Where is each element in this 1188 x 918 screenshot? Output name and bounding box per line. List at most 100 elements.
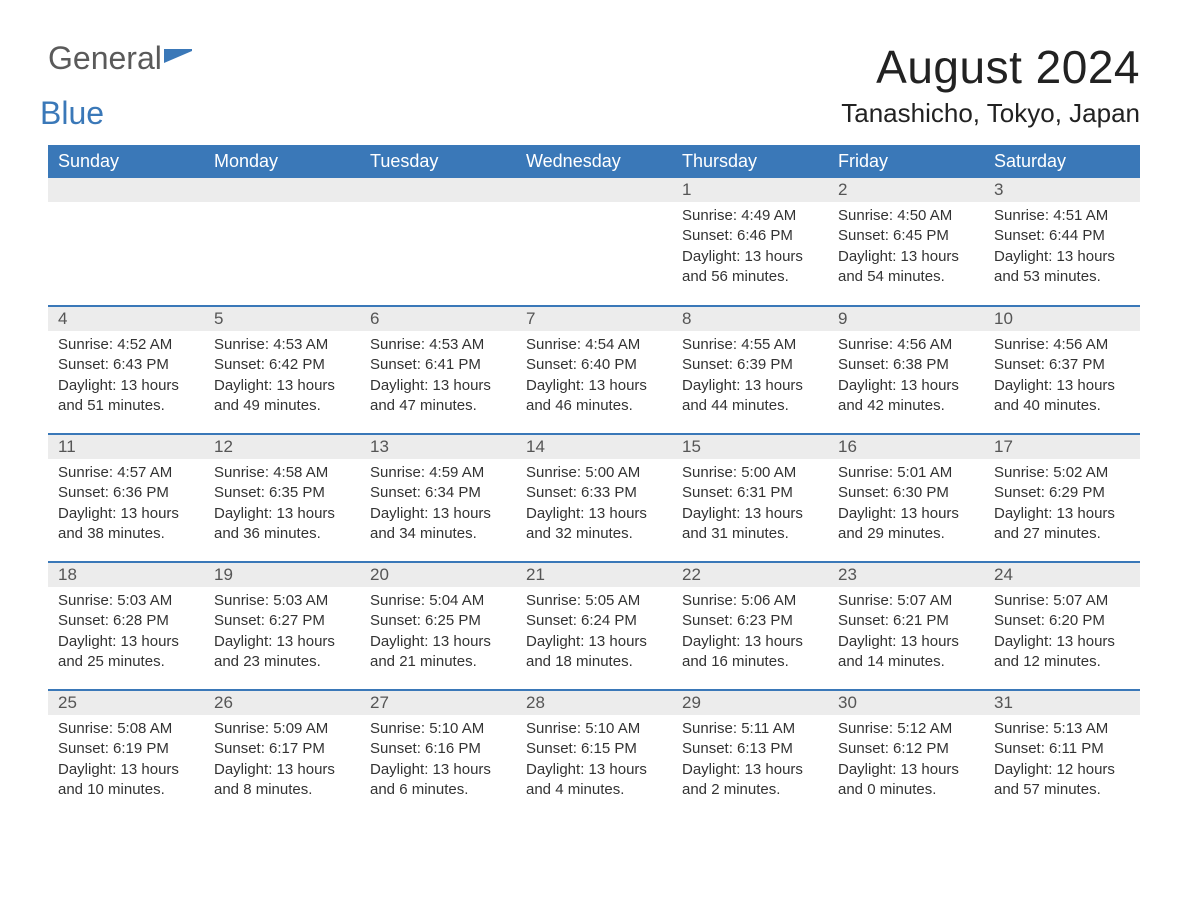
day-number: 10 [984, 307, 1140, 331]
calendar-day-cell [204, 178, 360, 306]
day-number: 5 [204, 307, 360, 331]
day-data: Sunrise: 4:58 AMSunset: 6:35 PMDaylight:… [204, 459, 360, 554]
daylight-text: Daylight: 13 hours and 4 minutes. [526, 760, 662, 801]
daylight-text: Daylight: 13 hours and 46 minutes. [526, 376, 662, 417]
calendar-day-cell: 24Sunrise: 5:07 AMSunset: 6:20 PMDayligh… [984, 562, 1140, 690]
day-data: Sunrise: 5:03 AMSunset: 6:27 PMDaylight:… [204, 587, 360, 682]
calendar-day-cell: 26Sunrise: 5:09 AMSunset: 6:17 PMDayligh… [204, 690, 360, 818]
day-number: 6 [360, 307, 516, 331]
sunset-text: Sunset: 6:43 PM [58, 355, 194, 375]
sunrise-text: Sunrise: 5:00 AM [682, 463, 818, 483]
title-block: August 2024 Tanashicho, Tokyo, Japan [841, 40, 1140, 141]
calendar-day-cell: 12Sunrise: 4:58 AMSunset: 6:35 PMDayligh… [204, 434, 360, 562]
calendar-day-cell: 2Sunrise: 4:50 AMSunset: 6:45 PMDaylight… [828, 178, 984, 306]
day-number: 15 [672, 435, 828, 459]
sunset-text: Sunset: 6:42 PM [214, 355, 350, 375]
sunrise-text: Sunrise: 5:12 AM [838, 719, 974, 739]
daylight-text: Daylight: 13 hours and 25 minutes. [58, 632, 194, 673]
day-data: Sunrise: 4:55 AMSunset: 6:39 PMDaylight:… [672, 331, 828, 426]
sunrise-text: Sunrise: 4:52 AM [58, 335, 194, 355]
sunset-text: Sunset: 6:11 PM [994, 739, 1130, 759]
calendar-day-cell: 30Sunrise: 5:12 AMSunset: 6:12 PMDayligh… [828, 690, 984, 818]
sunrise-text: Sunrise: 4:53 AM [214, 335, 350, 355]
calendar-day-cell: 9Sunrise: 4:56 AMSunset: 6:38 PMDaylight… [828, 306, 984, 434]
day-data: Sunrise: 5:11 AMSunset: 6:13 PMDaylight:… [672, 715, 828, 810]
daylight-text: Daylight: 13 hours and 16 minutes. [682, 632, 818, 673]
calendar-table: SundayMondayTuesdayWednesdayThursdayFrid… [48, 145, 1140, 818]
sunset-text: Sunset: 6:44 PM [994, 226, 1130, 246]
day-data: Sunrise: 4:49 AMSunset: 6:46 PMDaylight:… [672, 202, 828, 297]
calendar-week-row: 11Sunrise: 4:57 AMSunset: 6:36 PMDayligh… [48, 434, 1140, 562]
sunrise-text: Sunrise: 4:59 AM [370, 463, 506, 483]
day-number: 11 [48, 435, 204, 459]
sunset-text: Sunset: 6:45 PM [838, 226, 974, 246]
sunset-text: Sunset: 6:33 PM [526, 483, 662, 503]
calendar-day-cell: 21Sunrise: 5:05 AMSunset: 6:24 PMDayligh… [516, 562, 672, 690]
sunset-text: Sunset: 6:38 PM [838, 355, 974, 375]
day-number: 18 [48, 563, 204, 587]
sunrise-text: Sunrise: 5:10 AM [370, 719, 506, 739]
daylight-text: Daylight: 13 hours and 51 minutes. [58, 376, 194, 417]
calendar-day-cell: 1Sunrise: 4:49 AMSunset: 6:46 PMDaylight… [672, 178, 828, 306]
sunset-text: Sunset: 6:23 PM [682, 611, 818, 631]
calendar-day-cell: 10Sunrise: 4:56 AMSunset: 6:37 PMDayligh… [984, 306, 1140, 434]
calendar-day-cell: 31Sunrise: 5:13 AMSunset: 6:11 PMDayligh… [984, 690, 1140, 818]
calendar-day-cell: 14Sunrise: 5:00 AMSunset: 6:33 PMDayligh… [516, 434, 672, 562]
calendar-day-cell: 28Sunrise: 5:10 AMSunset: 6:15 PMDayligh… [516, 690, 672, 818]
calendar-day-cell: 5 Sunrise: 4:53 AMSunset: 6:42 PMDaylight… [204, 306, 360, 434]
day-data-empty [360, 202, 516, 282]
daylight-text: Daylight: 13 hours and 40 minutes. [994, 376, 1130, 417]
day-number: 22 [672, 563, 828, 587]
calendar-day-cell: 11Sunrise: 4:57 AMSunset: 6:36 PMDayligh… [48, 434, 204, 562]
sunset-text: Sunset: 6:40 PM [526, 355, 662, 375]
calendar-day-cell: 19Sunrise: 5:03 AMSunset: 6:27 PMDayligh… [204, 562, 360, 690]
sunset-text: Sunset: 6:12 PM [838, 739, 974, 759]
calendar-day-cell: 18Sunrise: 5:03 AMSunset: 6:28 PMDayligh… [48, 562, 204, 690]
sunrise-text: Sunrise: 5:04 AM [370, 591, 506, 611]
day-number: 7 [516, 307, 672, 331]
day-number: 27 [360, 691, 516, 715]
day-number: 3 [984, 178, 1140, 202]
daylight-text: Daylight: 13 hours and 36 minutes. [214, 504, 350, 545]
weekday-header: Sunday [48, 145, 204, 178]
calendar-day-cell: 27Sunrise: 5:10 AMSunset: 6:16 PMDayligh… [360, 690, 516, 818]
sunrise-text: Sunrise: 5:08 AM [58, 719, 194, 739]
daylight-text: Daylight: 13 hours and 49 minutes. [214, 376, 350, 417]
daylight-text: Daylight: 13 hours and 27 minutes. [994, 504, 1130, 545]
calendar-day-cell: 29Sunrise: 5:11 AMSunset: 6:13 PMDayligh… [672, 690, 828, 818]
calendar-week-row: 18Sunrise: 5:03 AMSunset: 6:28 PMDayligh… [48, 562, 1140, 690]
day-number-empty [204, 178, 360, 202]
day-number: 23 [828, 563, 984, 587]
day-data-empty [516, 202, 672, 282]
calendar-day-cell: 6Sunrise: 4:53 AMSunset: 6:41 PMDaylight… [360, 306, 516, 434]
sunset-text: Sunset: 6:27 PM [214, 611, 350, 631]
sunrise-text: Sunrise: 5:05 AM [526, 591, 662, 611]
sunset-text: Sunset: 6:46 PM [682, 226, 818, 246]
daylight-text: Daylight: 13 hours and 44 minutes. [682, 376, 818, 417]
sunset-text: Sunset: 6:39 PM [682, 355, 818, 375]
sunrise-text: Sunrise: 5:07 AM [994, 591, 1130, 611]
calendar-day-cell [516, 178, 672, 306]
daylight-text: Daylight: 13 hours and 0 minutes. [838, 760, 974, 801]
sunset-text: Sunset: 6:25 PM [370, 611, 506, 631]
daylight-text: Daylight: 13 hours and 56 minutes. [682, 247, 818, 288]
sunrise-text: Sunrise: 5:03 AM [58, 591, 194, 611]
sunrise-text: Sunrise: 5:07 AM [838, 591, 974, 611]
sunrise-text: Sunrise: 5:01 AM [838, 463, 974, 483]
day-data: Sunrise: 4:51 AMSunset: 6:44 PMDaylight:… [984, 202, 1140, 297]
calendar-day-cell: 15Sunrise: 5:00 AMSunset: 6:31 PMDayligh… [672, 434, 828, 562]
day-data: Sunrise: 5:13 AMSunset: 6:11 PMDaylight:… [984, 715, 1140, 810]
day-number: 24 [984, 563, 1140, 587]
header: General Blue August 2024 Tanashicho, Tok… [48, 40, 1140, 141]
day-number: 13 [360, 435, 516, 459]
day-data: Sunrise: 4:53 AMSunset: 6:41 PMDaylight:… [360, 331, 516, 426]
daylight-text: Daylight: 13 hours and 53 minutes. [994, 247, 1130, 288]
day-number: 8 [672, 307, 828, 331]
daylight-text: Daylight: 13 hours and 47 minutes. [370, 376, 506, 417]
day-number: 28 [516, 691, 672, 715]
daylight-text: Daylight: 13 hours and 42 minutes. [838, 376, 974, 417]
day-data-empty [48, 202, 204, 282]
calendar-body: 1Sunrise: 4:49 AMSunset: 6:46 PMDaylight… [48, 178, 1140, 818]
sunrise-text: Sunrise: 4:49 AM [682, 206, 818, 226]
calendar-day-cell: 17Sunrise: 5:02 AMSunset: 6:29 PMDayligh… [984, 434, 1140, 562]
